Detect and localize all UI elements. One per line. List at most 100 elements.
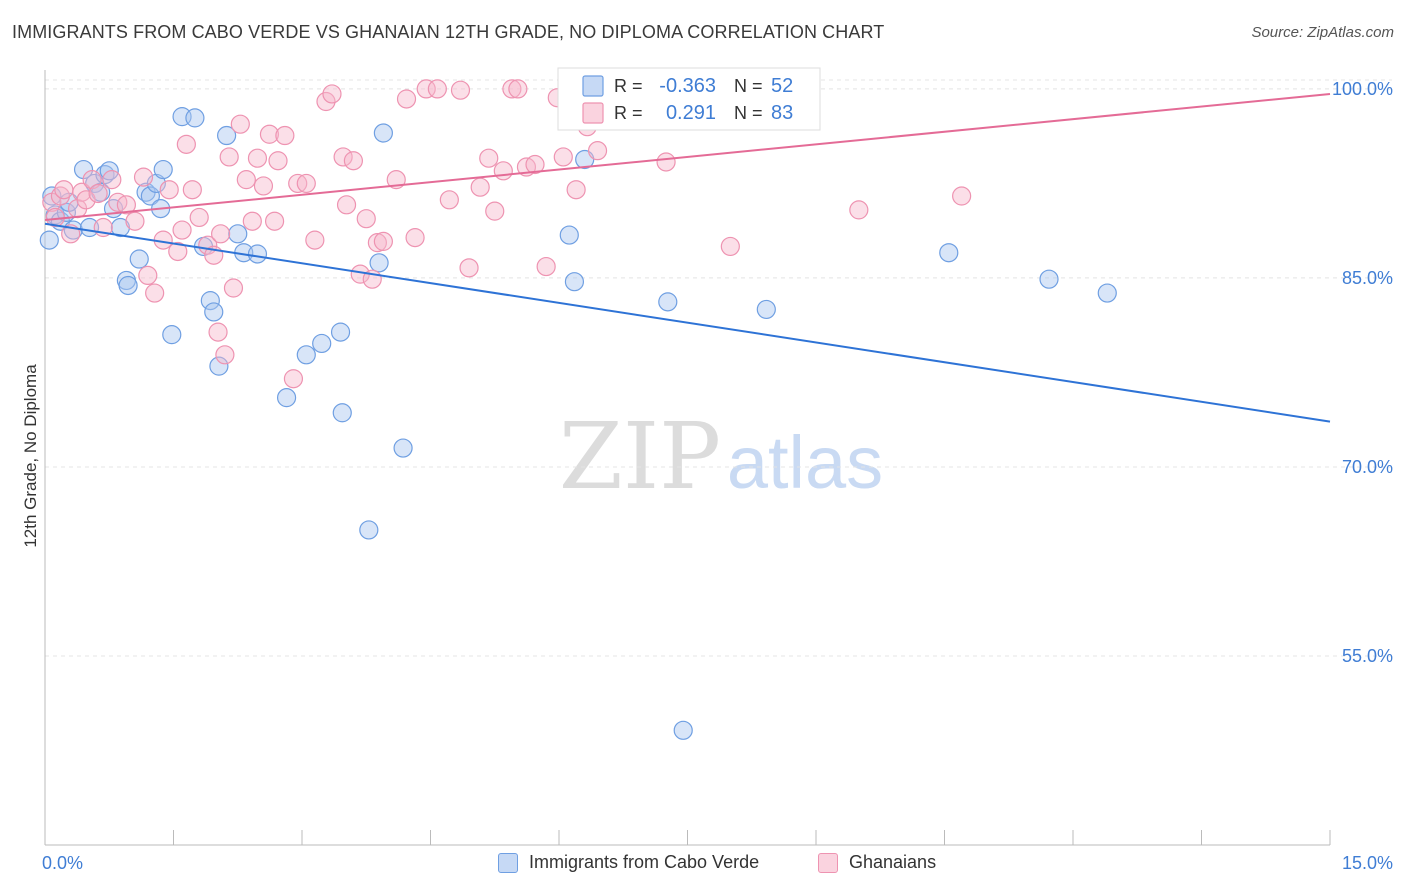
ghanaians-point-40 [275,125,295,146]
ghanaians-point-68 [508,79,528,99]
chart-title: IMMIGRANTS FROM CABO VERDE VS GHANAIAN 1… [12,22,885,42]
cabo-verde-point-49 [939,243,959,263]
stats-n-value: 52 [771,75,793,97]
x-tick-label-min: 0.0% [42,853,83,873]
stats-n-label: N = [734,76,763,96]
ghanaians-point-7 [76,190,96,210]
watermark: ZIP atlas [559,403,883,510]
ghanaians-point-30 [219,147,239,167]
watermark-atlas: atlas [727,421,883,504]
ghanaians-point-17 [145,283,165,303]
ghanaians-point-38 [264,211,285,231]
cabo-verde-point-44 [564,272,585,292]
ghanaians-point-32 [230,114,250,134]
trend-lines [44,92,1331,423]
ghanaians-point-60 [439,190,459,210]
stats-swatch-blue [582,75,604,97]
ghanaians-point-34 [242,211,262,231]
legend-item-ghanaians[interactable]: Ghanaians [818,852,936,873]
ghanaians-point-39 [268,151,288,171]
ghanaians-point-49 [343,151,363,171]
ghanaians-point-41 [283,369,304,389]
axes [44,70,1331,846]
ghanaians-point-64 [479,148,499,168]
stats-r-label: R = [614,76,643,96]
cabo-verde-point-38 [332,403,352,423]
ghanaians-point-22 [176,134,196,154]
ghanaians-point-36 [253,176,274,196]
cabo-verde-point-39 [359,520,379,540]
legend-swatch-pink [818,852,838,873]
cabo-verde-point-31 [228,224,248,244]
ghanaians-point-23 [182,180,202,200]
ghanaians-point-57 [405,228,425,248]
ghanaians-point-62 [459,258,479,278]
ghanaians-point-21 [172,220,192,240]
cabo-verde-point-46 [658,292,678,312]
ghanaians-point-82 [952,186,972,206]
cabo-verde-point-19 [140,186,160,206]
ghanaians-point-16 [138,265,158,286]
ghanaians-point-11 [102,170,122,190]
chart-source: Source: ZipAtlas.com [1251,24,1394,41]
ghanaians-point-66 [493,161,513,181]
ghanaians-point-80 [720,236,740,257]
y-tick-label: 100.0% [1332,79,1393,99]
ghanaians-point-46 [322,84,342,104]
ghanaians-point-29 [215,345,235,365]
ghanaians-point-15 [133,167,154,187]
ghanaians-point-76 [587,141,608,161]
ghanaians-point-65 [485,201,505,221]
cabo-verde-point-25 [185,108,205,128]
ghanaians-point-24 [189,207,209,228]
cabo-verde-point-47 [673,720,693,740]
ghanaians-point-56 [396,89,417,109]
ghanaians-point-53 [367,233,387,253]
ghanaians-point-31 [223,278,244,298]
cabo-verde-point-33 [247,244,268,264]
cabo-verde-point-28 [204,302,224,322]
ghanaians-point-14 [125,211,145,231]
ghanaians-point-61 [450,80,471,100]
ghanaians-point-59 [427,79,447,99]
tick-labels: 55.0% 70.0% 85.0% 100.0% 0.0% 15.0% [42,79,1393,873]
ghanaians-point-54 [373,231,393,251]
bottom-legend: Immigrants from Cabo Verde Ghanaians [0,852,1406,878]
ghanaians-point-70 [525,154,545,175]
cabo-verde-point-35 [296,345,316,365]
ghanaians-point-79 [656,152,676,172]
cabo-verde-point-22 [153,159,173,180]
cabo-verde-point-30 [217,125,237,146]
cabo-verde-point-50 [1039,269,1059,289]
cabo-verde-point-37 [330,322,351,342]
stats-n-value: 83 [771,102,793,124]
ghanaians-point-37 [259,124,280,144]
cabo-verde-point-36 [312,333,332,354]
legend-label-cabo-verde: Immigrants from Cabo Verde [529,852,760,872]
cabo-verde-point-23 [162,325,182,345]
ghanaians-point-9 [88,183,108,204]
stats-legend: R = -0.363 N = 52 R = 0.291 N = 83 [557,67,821,131]
stats-swatch-pink [582,102,604,124]
ghanaians-point-81 [849,200,869,220]
ghanaians-point-74 [566,180,586,200]
y-tick-label: 85.0% [1342,268,1393,288]
cabo-verde-point-42 [393,438,413,458]
y-tick-label: 70.0% [1342,457,1393,477]
stats-n-label: N = [734,103,763,123]
cabo-verde-point-17 [129,249,149,269]
cabo-verde-point-34 [276,388,297,408]
ghanaians-point-71 [536,256,556,277]
ghanaians-point-20 [168,241,188,262]
legend-item-cabo-verde[interactable]: Immigrants from Cabo Verde [498,852,759,873]
ghanaians-point-27 [208,322,228,342]
cabo-verde-point-51 [1097,283,1117,303]
cabo-verde-point-16 [118,275,138,296]
ghanaians-point-67 [502,79,522,99]
cabo-verde-point-29 [209,356,229,376]
legend-label-ghanaians: Ghanaians [849,852,937,872]
stats-r-value: 0.291 [666,102,716,124]
cabo-verde-point-41 [373,123,393,143]
ghanaians-point-73 [553,147,573,167]
